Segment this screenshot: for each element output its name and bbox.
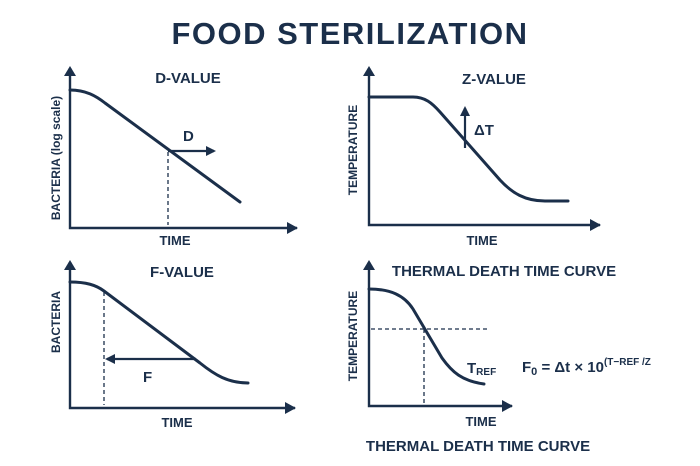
thermal-death-x-arrowhead	[502, 400, 513, 412]
d-value-axes	[68, 68, 297, 230]
z-value-title: Z-VALUE	[462, 71, 526, 88]
thermal-death-y-arrowhead	[363, 260, 375, 270]
f-value-x-arrowhead	[285, 402, 296, 414]
d-value-y-arrowhead	[64, 66, 76, 76]
thermal-death-curve	[367, 287, 486, 386]
f-value-x-label: TIME	[161, 415, 192, 430]
f-value-annotation: F	[143, 369, 152, 386]
z-value-x-arrowhead	[590, 219, 601, 231]
thermal-death-annotation: TREF	[467, 360, 496, 378]
thermal-death-axes	[367, 262, 512, 408]
f-value-y-label: BACTERIA	[49, 291, 63, 353]
z-value-y-label: TEMPERATURE	[346, 105, 360, 195]
d-value-annotation: D	[183, 128, 194, 145]
z-value-annotation: ΔT	[474, 122, 494, 139]
panel-z-value: Z-VALUE ΔT TIME TEMPERATURE	[346, 66, 601, 248]
z-value-curve	[367, 95, 570, 203]
thermal-death-title: THERMAL DEATH TIME CURVE	[392, 263, 616, 280]
f0-formula: F0 = Δt × 10(T−REF /Z	[522, 357, 651, 378]
d-value-title: D-VALUE	[155, 70, 221, 87]
d-value-x-arrowhead	[287, 222, 298, 234]
d-value-y-label: BACTERIA (log scale)	[49, 96, 63, 220]
z-value-axes	[367, 68, 600, 227]
thermal-death-caption: THERMAL DEATH TIME CURVE	[366, 438, 590, 455]
panel-f-value: F-VALUE F TIME BACTERIA	[49, 260, 296, 430]
d-value-x-label: TIME	[159, 233, 190, 248]
panel-d-value: D-VALUE D TIME BACTERIA (log scale)	[49, 66, 298, 248]
thermal-death-y-label: TEMPERATURE	[346, 291, 360, 381]
f-value-axes	[68, 262, 295, 410]
f-value-y-arrowhead	[64, 260, 76, 270]
d-value-curve	[68, 88, 242, 204]
f-value-title: F-VALUE	[150, 264, 214, 281]
thermal-death-x-label: TIME	[465, 414, 496, 429]
f-value-curve	[68, 280, 250, 385]
z-value-x-label: TIME	[466, 233, 497, 248]
z-value-y-arrowhead	[363, 66, 375, 76]
panel-thermal-death: THERMAL DEATH TIME CURVE TREF F0 = Δt × …	[346, 260, 651, 455]
main-title: FOOD STERILIZATION	[171, 16, 528, 51]
